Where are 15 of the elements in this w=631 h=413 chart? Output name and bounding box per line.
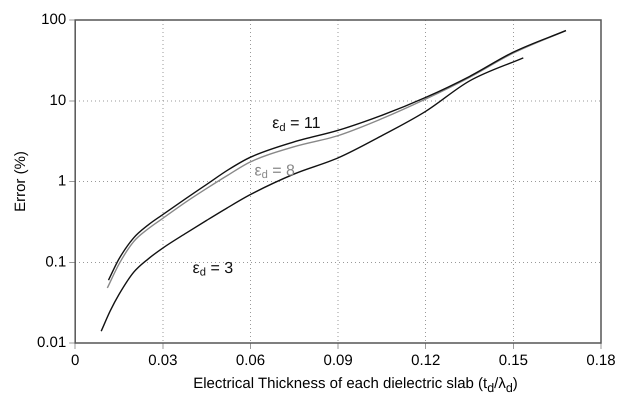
y-tick-label: 100 xyxy=(41,11,66,28)
x-axis-title: Electrical Thickness of each dielectric slab (t$_{d}$/λ$_{d}$) xyxy=(192,375,519,395)
y-tick-label: 1 xyxy=(58,172,66,190)
line-series xyxy=(100,57,524,332)
y-tick-label: 0.1 xyxy=(45,253,66,270)
x-tick-label: 0.15 xyxy=(498,352,528,370)
x-tick-label: 0.12 xyxy=(411,352,440,370)
x-tick-label: 0.09 xyxy=(323,352,353,370)
x-tick-label: 0.06 xyxy=(236,352,266,370)
x-tick-label: 0 xyxy=(71,352,80,370)
y-tick-label: 0.01 xyxy=(36,334,66,352)
y-tick-label: 10 xyxy=(50,92,66,109)
x-tick-label: 0.18 xyxy=(586,352,616,370)
x-tick-label: 0.03 xyxy=(148,352,178,370)
y-axis-title: Error (%) xyxy=(12,151,30,212)
